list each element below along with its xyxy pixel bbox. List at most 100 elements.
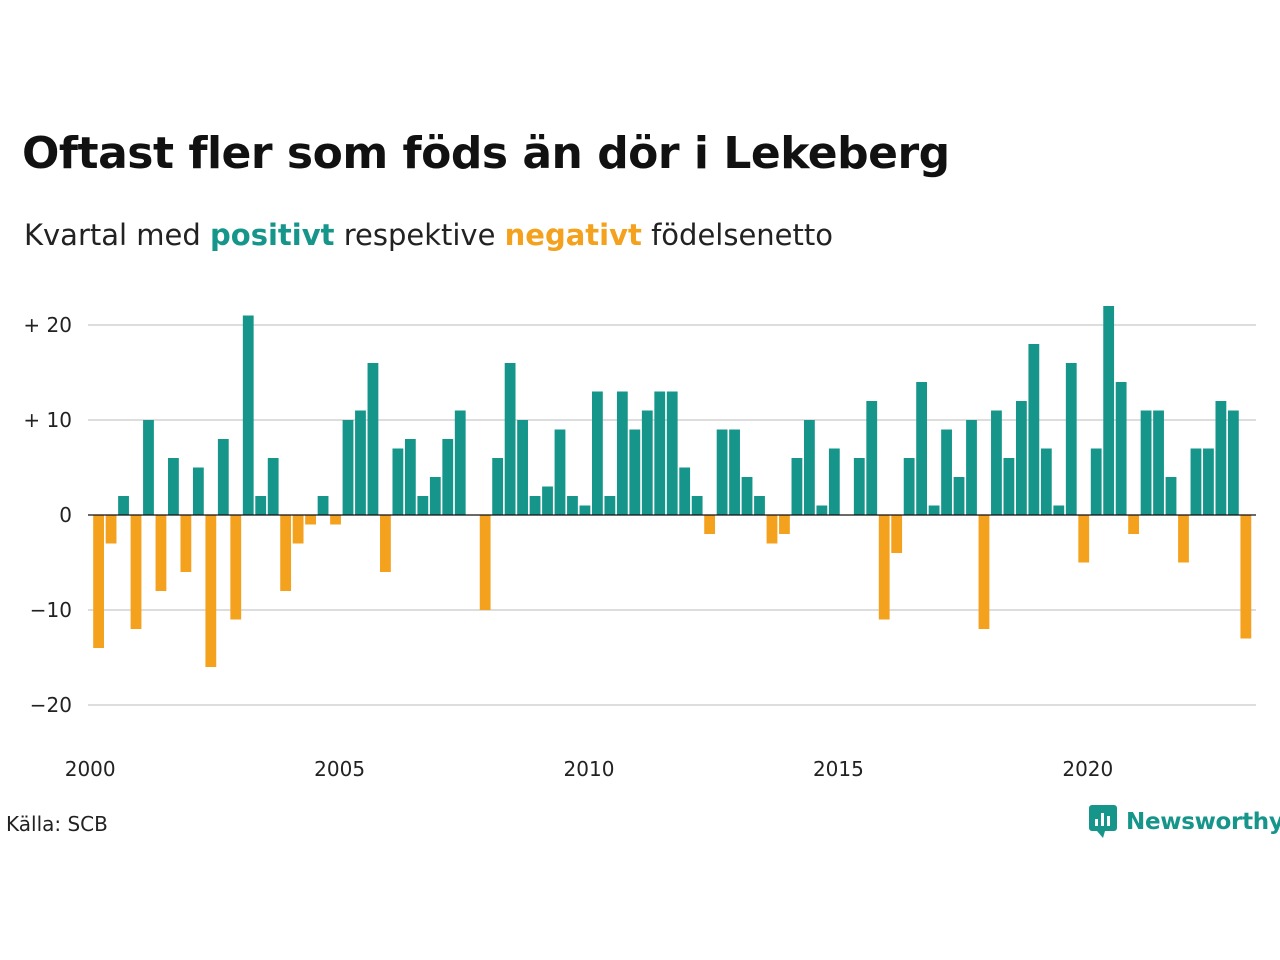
chart-title: Oftast fler som föds än dör i Lekeberg xyxy=(22,128,950,179)
bar xyxy=(916,382,928,515)
bar xyxy=(1015,401,1027,515)
bar xyxy=(143,420,154,515)
y-tick-label: −20 xyxy=(30,693,72,717)
bar xyxy=(1003,458,1015,515)
y-tick-label: −10 xyxy=(30,598,72,622)
bar xyxy=(404,439,416,515)
bar xyxy=(168,458,179,515)
bar xyxy=(280,515,292,591)
bar xyxy=(230,515,242,620)
bar xyxy=(1115,382,1127,515)
bar xyxy=(592,391,603,515)
bar xyxy=(305,515,316,525)
x-tick-label: 2000 xyxy=(65,757,116,781)
x-tick-label: 2005 xyxy=(314,757,365,781)
bar xyxy=(355,410,366,515)
bar xyxy=(803,420,815,515)
bar xyxy=(479,515,491,610)
bar xyxy=(903,458,915,515)
subtitle-text-2: respektive xyxy=(334,218,505,252)
x-tick-label: 2010 xyxy=(564,757,615,781)
bar xyxy=(941,429,952,515)
bar xyxy=(754,496,765,515)
subtitle-positive-label: positivt xyxy=(210,218,335,252)
bar xyxy=(529,496,541,515)
bar xyxy=(729,429,740,515)
bar xyxy=(492,458,504,515)
bar xyxy=(1065,363,1077,515)
bar xyxy=(654,391,666,515)
bar xyxy=(691,496,703,515)
bar xyxy=(1053,505,1065,515)
bar xyxy=(93,515,104,648)
bar xyxy=(716,429,728,515)
bar xyxy=(1215,401,1227,515)
bar xyxy=(1227,410,1239,515)
bar xyxy=(991,410,1002,515)
bar xyxy=(180,515,192,572)
bar xyxy=(417,496,429,515)
bar xyxy=(791,458,803,515)
bar xyxy=(130,515,142,629)
bar xyxy=(242,315,254,515)
chart-subtitle: Kvartal med positivt respektive negativt… xyxy=(24,218,833,252)
bar xyxy=(442,439,454,515)
bar xyxy=(853,458,865,515)
bar xyxy=(604,496,616,515)
bar xyxy=(1190,448,1202,515)
bar xyxy=(741,477,753,515)
y-tick-label: + 20 xyxy=(23,313,72,337)
bar xyxy=(766,515,778,544)
newsworthy-logo-icon xyxy=(1089,805,1117,838)
bar xyxy=(616,391,628,515)
bar-chart: + 20 + 10 0 −10 −20 2000 2005 2010 2015 2020 xyxy=(23,306,1256,781)
bar xyxy=(367,363,379,515)
bar xyxy=(866,401,878,515)
bar xyxy=(1128,515,1140,534)
bar xyxy=(704,515,716,534)
bar xyxy=(1178,515,1189,563)
bar xyxy=(1140,410,1152,515)
bar xyxy=(292,515,304,544)
bar xyxy=(1103,306,1115,515)
bar xyxy=(392,448,404,515)
bar xyxy=(579,505,591,515)
bar xyxy=(454,410,466,515)
brand-logo: Newsworthy xyxy=(1088,804,1280,840)
bar xyxy=(542,486,553,515)
bar xyxy=(118,496,129,515)
bar xyxy=(504,363,516,515)
bar xyxy=(1203,448,1214,515)
bar xyxy=(878,515,890,620)
bar xyxy=(1090,448,1102,515)
bar xyxy=(978,515,990,629)
bar xyxy=(891,515,903,553)
bar xyxy=(317,496,329,515)
bar xyxy=(1240,515,1252,639)
bar xyxy=(641,410,653,515)
subtitle-text-1: Kvartal med xyxy=(24,218,211,252)
bar xyxy=(380,515,391,572)
bar xyxy=(816,505,828,515)
bar xyxy=(105,515,117,544)
bar xyxy=(330,515,341,525)
bar xyxy=(554,429,566,515)
subtitle-negative-label: negativt xyxy=(504,218,642,252)
bar xyxy=(928,505,940,515)
bar xyxy=(679,467,691,515)
bar xyxy=(1153,410,1164,515)
bar xyxy=(205,515,217,667)
bar xyxy=(429,477,441,515)
bar xyxy=(217,439,229,515)
bar xyxy=(1165,477,1177,515)
x-tick-label: 2015 xyxy=(813,757,864,781)
source-note: Källa: SCB xyxy=(6,812,108,836)
bar xyxy=(779,515,790,534)
bar xyxy=(953,477,965,515)
bar xyxy=(192,467,204,515)
bar xyxy=(666,391,678,515)
bar xyxy=(629,429,641,515)
bar xyxy=(267,458,279,515)
bar xyxy=(966,420,977,515)
subtitle-text-3: födelsenetto xyxy=(641,218,833,252)
